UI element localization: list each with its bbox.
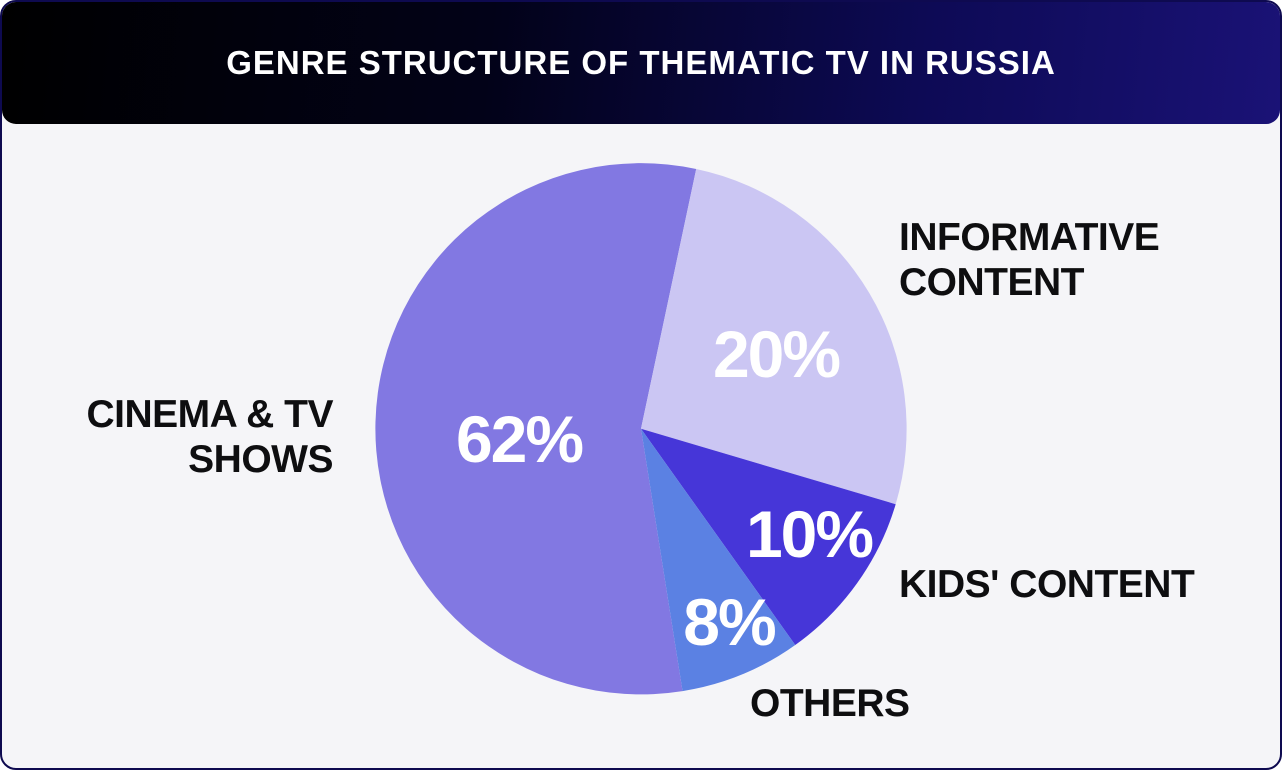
header-bar: GENRE STRUCTURE OF THEMATIC TV IN RUSSIA	[2, 2, 1280, 124]
pie-slice-kids	[641, 428, 896, 646]
pie-slice-others	[641, 428, 796, 692]
page-title: GENRE STRUCTURE OF THEMATIC TV IN RUSSIA	[226, 44, 1056, 81]
pie-slice-informative	[641, 168, 907, 505]
pie-slice-cinema	[375, 163, 697, 695]
